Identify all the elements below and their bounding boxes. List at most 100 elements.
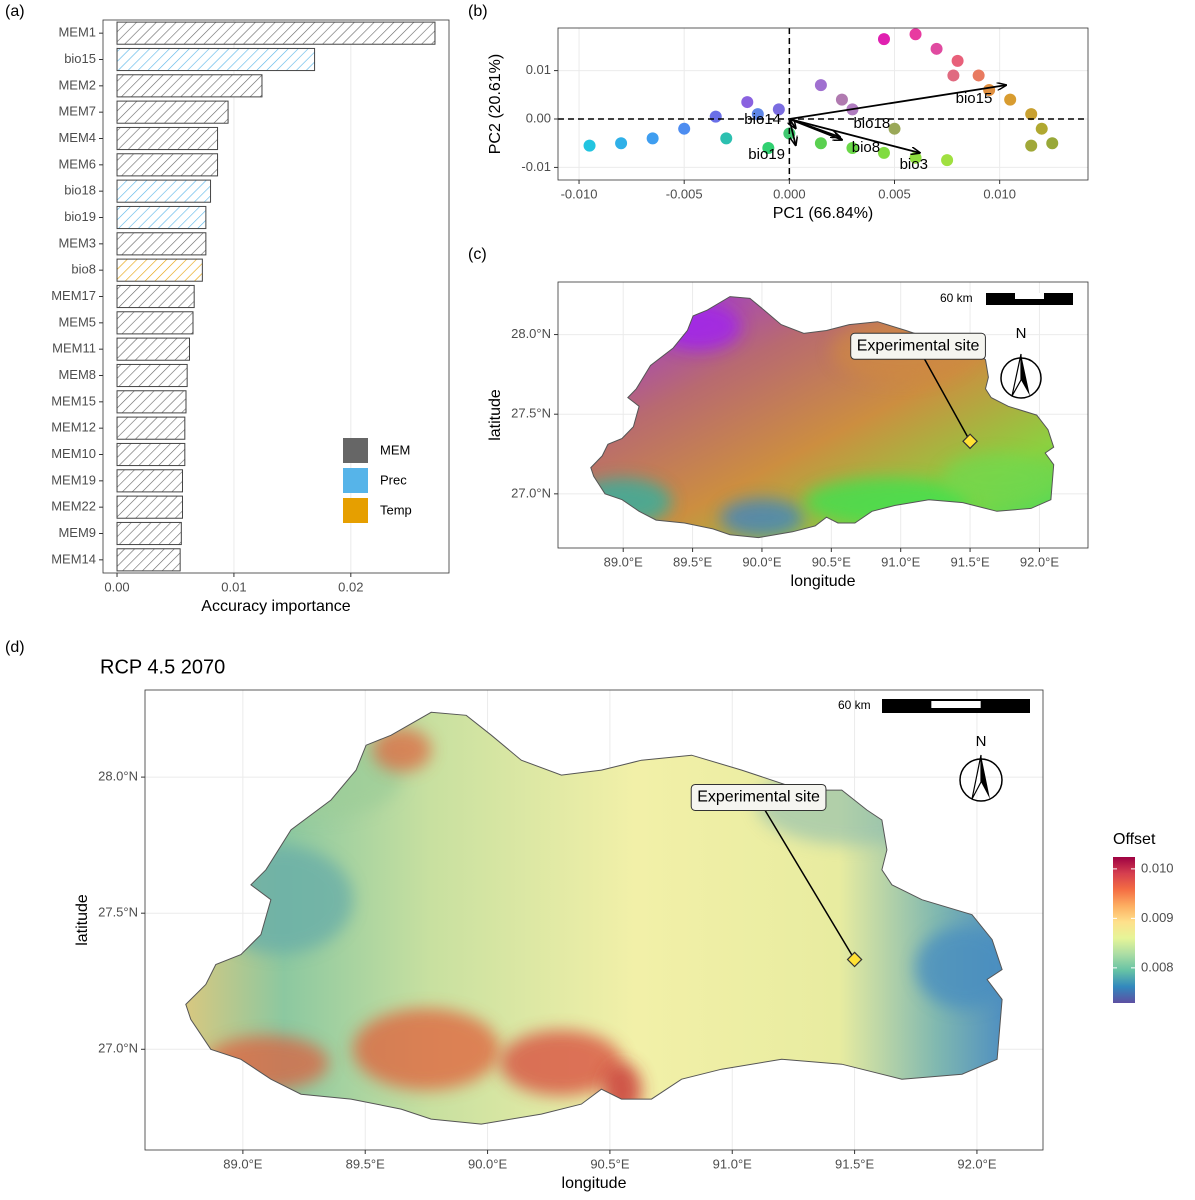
- x-axis-title: longitude: [791, 573, 856, 590]
- site-leader: [763, 809, 856, 960]
- legend-title: Offset: [1113, 831, 1156, 848]
- x-axis-title: longitude: [562, 1175, 627, 1192]
- legend-label: Prec: [380, 472, 407, 487]
- site-label-box: [850, 332, 986, 360]
- panel-label: (d): [5, 639, 25, 656]
- north-arrow-right: [981, 755, 990, 799]
- scale-label: 60 km: [838, 698, 871, 712]
- loading-arrow: [789, 118, 842, 140]
- x-tick-label: 90.5°E: [812, 554, 852, 569]
- site-label: Experimental site: [857, 338, 980, 355]
- bar: [116, 126, 219, 151]
- y-tick-label: MEM19: [51, 472, 96, 487]
- point: [846, 142, 859, 155]
- colorbar-label: 0.008: [1141, 959, 1174, 974]
- y-tick-label: MEM7: [58, 104, 96, 119]
- point: [583, 139, 596, 152]
- bar: [116, 548, 181, 572]
- x-tick-label: 89.0°E: [223, 1156, 263, 1171]
- point: [814, 137, 827, 150]
- loading-arrow: [789, 118, 919, 153]
- y-tick-label: bio19: [64, 209, 96, 224]
- x-tick-label: 0.00: [104, 579, 129, 594]
- y-tick-label: bio18: [64, 183, 96, 198]
- y-tick-label: MEM2: [58, 77, 96, 92]
- bar: [116, 153, 219, 177]
- x-tick-label: 0.02: [338, 579, 363, 594]
- region-outline: [185, 711, 1003, 1125]
- x-tick-label: 90.0°E: [468, 1156, 508, 1171]
- point: [877, 146, 890, 159]
- point: [678, 122, 691, 135]
- plot-area: [116, 21, 436, 572]
- x-tick-label: 90.0°E: [742, 554, 782, 569]
- y-tick-label: 28.0°N: [511, 326, 551, 341]
- site-marker: [846, 951, 863, 968]
- point: [1025, 139, 1038, 152]
- bar: [116, 390, 187, 414]
- site-label-box: [690, 783, 827, 811]
- bar: [116, 179, 212, 203]
- x-tick-label: 91.0°E: [713, 1156, 753, 1171]
- y-tick-label: bio15: [64, 51, 96, 66]
- y-tick-label: MEM17: [51, 288, 96, 303]
- scale-label: 60 km: [940, 291, 973, 305]
- legend-swatch: [343, 438, 368, 463]
- bar: [116, 442, 186, 467]
- y-tick-label: 27.0°N: [98, 1041, 138, 1056]
- bar: [116, 47, 316, 72]
- x-tick-label: 92.0°E: [957, 1156, 997, 1171]
- point: [646, 132, 659, 145]
- texture-patch: [915, 926, 1003, 1009]
- x-tick-label: 90.5°E: [590, 1156, 630, 1171]
- legend-label: Temp: [380, 502, 412, 517]
- y-axis-title: PC2 (20.61%): [487, 54, 504, 155]
- bar: [116, 363, 188, 388]
- texture-patch: [499, 1030, 623, 1096]
- y-axis-title: latitude: [487, 389, 504, 441]
- colorbar-label: 0.010: [1141, 860, 1174, 875]
- legend-label: MEM: [380, 442, 410, 457]
- x-tick-label: 0.01: [221, 579, 246, 594]
- bar: [116, 284, 195, 309]
- loading-arrow: [789, 85, 1006, 120]
- bar: [116, 21, 436, 45]
- x-tick-label: 91.5°E: [950, 554, 990, 569]
- bar: [116, 521, 182, 546]
- point: [751, 108, 764, 121]
- point: [615, 137, 628, 150]
- site-leader: [923, 357, 971, 442]
- y-tick-label: 27.0°N: [511, 485, 551, 500]
- texture-patch: [720, 498, 804, 537]
- x-tick-label: 0.010: [983, 186, 1016, 201]
- x-tick-label: 89.5°E: [673, 554, 713, 569]
- panel-label: (c): [468, 246, 487, 263]
- bar: [116, 74, 263, 98]
- point: [972, 69, 985, 82]
- loading-label: bio8: [852, 139, 880, 156]
- point: [709, 110, 722, 123]
- y-tick-label: MEM14: [51, 551, 96, 566]
- loading-label: bio15: [956, 90, 993, 107]
- point: [1025, 108, 1038, 121]
- bar: [116, 337, 190, 361]
- legend-swatch: [343, 468, 368, 493]
- y-tick-label: MEM11: [52, 341, 96, 356]
- x-tick-label: -0.005: [666, 186, 703, 201]
- north-label: N: [976, 733, 987, 750]
- colorbar: [1113, 857, 1135, 1003]
- x-tick-label: 92.0°E: [1020, 554, 1060, 569]
- loading-arrow: [788, 118, 795, 145]
- panel-label: (b): [468, 3, 488, 20]
- point: [1046, 137, 1059, 150]
- y-tick-label: 28.0°N: [98, 769, 138, 784]
- point: [1035, 122, 1048, 135]
- site-marker: [962, 433, 978, 450]
- y-tick-label: MEM4: [58, 130, 96, 145]
- loading-label: bio14: [744, 111, 781, 128]
- x-tick-label: 91.0°E: [881, 554, 921, 569]
- x-tick-label: 0.000: [773, 186, 806, 201]
- point: [930, 42, 943, 55]
- x-axis-title: Accuracy importance: [201, 598, 350, 615]
- point: [947, 69, 960, 82]
